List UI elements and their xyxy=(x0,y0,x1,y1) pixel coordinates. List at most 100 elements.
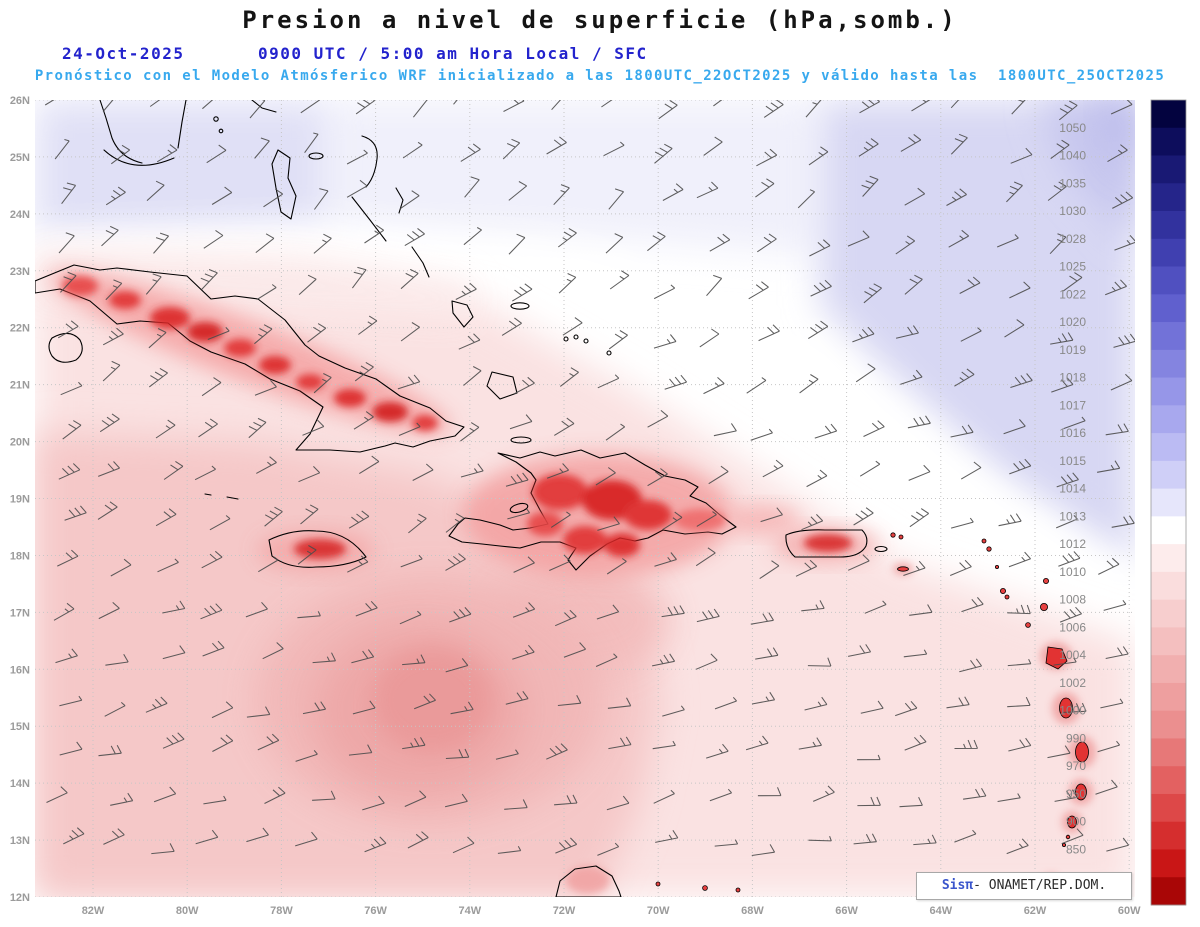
colorbar-label: 850 xyxy=(1066,842,1086,856)
wind-barb xyxy=(1047,745,1071,759)
colorbar-segment xyxy=(1151,127,1186,156)
wind-barb xyxy=(807,657,832,667)
wind-barb xyxy=(1050,332,1074,345)
colorbar-label: 1014 xyxy=(1059,482,1086,496)
wind-barb xyxy=(706,743,729,759)
wind-barb xyxy=(507,508,531,520)
wind-barb xyxy=(1105,423,1129,436)
wind-barb xyxy=(359,455,380,475)
wind-barb xyxy=(546,136,567,155)
wind-barb xyxy=(307,323,327,343)
colorbar-label: 1016 xyxy=(1059,426,1086,440)
wind-barb xyxy=(145,273,162,295)
hispaniola-low-pressure-cores xyxy=(527,474,726,557)
wind-barb xyxy=(201,377,222,397)
lat-tick-label: 17N xyxy=(10,607,30,619)
colorbar: 1050 1040 1035 1030 1028 1025 1022 1020 1019 1018… xyxy=(1059,99,1187,906)
wind-barb xyxy=(651,653,676,667)
colorbar-segment xyxy=(1151,655,1186,684)
lon-tick-label: 66W xyxy=(835,905,858,917)
wind-barb xyxy=(302,419,325,436)
wind-barb xyxy=(647,409,669,428)
wind-barb xyxy=(699,328,720,348)
credit-system-name: Sisπ xyxy=(941,878,974,893)
lat-tick-label: 25N xyxy=(10,152,30,164)
wind-barb xyxy=(950,424,974,438)
wind-barb xyxy=(103,828,125,845)
wind-barb xyxy=(445,513,465,533)
wind-barb xyxy=(151,843,175,855)
wind-barb xyxy=(148,328,167,349)
wind-barb xyxy=(98,744,122,757)
wind-barb xyxy=(156,144,178,163)
wind-barb xyxy=(1058,100,1078,121)
wind-barb xyxy=(913,834,937,846)
lat-tick-label: 24N xyxy=(10,209,30,221)
wind-barb xyxy=(512,644,535,660)
wind-barb xyxy=(512,283,533,302)
wind-barb xyxy=(559,367,579,387)
colorbar-label: 1010 xyxy=(1059,565,1086,579)
lon-tick-label: 62W xyxy=(1024,905,1047,917)
colorbar-label: 1002 xyxy=(1059,676,1086,690)
wind-barb xyxy=(352,700,376,715)
wind-barb xyxy=(354,361,374,382)
wind-barb xyxy=(346,179,368,198)
colorbar-label: 1019 xyxy=(1059,343,1086,357)
wind-barb xyxy=(797,189,815,209)
wind-barb xyxy=(203,795,227,805)
wind-barb xyxy=(661,605,685,618)
wind-barb xyxy=(695,547,716,567)
wind-barb xyxy=(55,648,78,664)
lon-tick-label: 76W xyxy=(364,905,387,917)
wind-barb xyxy=(200,603,223,620)
wind-barb xyxy=(1113,333,1135,348)
wind-barb xyxy=(98,602,120,620)
wind-barb xyxy=(1058,551,1081,567)
colorbar-segment xyxy=(1151,571,1186,601)
wind-barb xyxy=(554,794,578,806)
wind-barb xyxy=(1007,658,1032,667)
wind-barb xyxy=(1059,606,1082,623)
wind-barb xyxy=(907,415,931,429)
wind-barb xyxy=(864,600,887,614)
wind-barb xyxy=(795,559,818,577)
wind-barb xyxy=(950,100,960,109)
wind-barb xyxy=(808,836,832,842)
wind-barb xyxy=(1049,233,1067,255)
lat-tick-label: 20N xyxy=(10,437,30,449)
colorbar-segment xyxy=(1151,710,1186,739)
lat-tick-label: 19N xyxy=(10,494,30,506)
wind-barb xyxy=(908,464,931,481)
wind-barb xyxy=(63,827,85,845)
wind-barb xyxy=(501,317,522,336)
colorbar-segment xyxy=(1151,793,1186,823)
wind-barb xyxy=(909,508,930,528)
lat-tick-label: 22N xyxy=(10,323,30,335)
wind-barb xyxy=(458,333,481,350)
wind-barb xyxy=(549,554,571,571)
wind-barb xyxy=(554,417,575,436)
colorbar-label: 1018 xyxy=(1059,371,1086,385)
axis-label-layer: 82W 80W 78W 76W 74W 72W 70W 68W 66W 64W 62W 60W 26N 2… xyxy=(10,95,1141,917)
wind-barb xyxy=(445,553,466,571)
wind-barb xyxy=(857,796,881,807)
wind-barb xyxy=(799,374,819,394)
wind-barb xyxy=(102,100,114,112)
wind-barb xyxy=(509,414,533,430)
wind-barb xyxy=(300,504,319,525)
colorbar-segment xyxy=(1151,322,1186,351)
wind-barb xyxy=(847,230,870,247)
colorbar-segment xyxy=(1151,238,1186,267)
wind-barb xyxy=(57,549,79,567)
wind-barb xyxy=(546,743,568,760)
wind-barb xyxy=(1063,416,1086,430)
wind-barb xyxy=(757,787,782,797)
wind-barb xyxy=(460,463,484,478)
wind-barb xyxy=(608,736,632,750)
wind-barb xyxy=(153,232,169,254)
wind-barb xyxy=(654,143,673,164)
wind-barb xyxy=(562,317,583,336)
wind-barb xyxy=(946,188,967,206)
wind-barb xyxy=(162,645,186,660)
